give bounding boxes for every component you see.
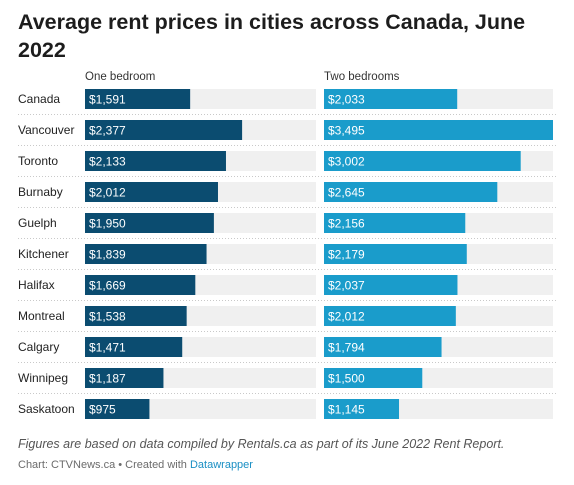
chart-notes: Figures are based on data compiled by Re… xyxy=(18,437,505,451)
category-label: Winnipeg xyxy=(18,371,68,385)
chart-footer: Chart: CTVNews.ca • Created with Datawra… xyxy=(18,459,253,471)
chart-title: Average rent prices in cities across Can… xyxy=(18,10,526,62)
bar xyxy=(324,120,553,140)
category-label: Montreal xyxy=(18,309,65,323)
category-label: Halifax xyxy=(18,278,55,292)
source-text: Chart: CTVNews.ca xyxy=(18,459,116,471)
bar-value-label: $975 xyxy=(89,403,116,417)
category-label: Canada xyxy=(18,92,60,106)
category-label: Burnaby xyxy=(18,185,63,199)
bar-value-label: $2,133 xyxy=(89,155,126,169)
bar-value-label: $2,156 xyxy=(328,217,365,231)
category-label: Saskatoon xyxy=(18,402,75,416)
bar-value-label: $1,471 xyxy=(89,341,126,355)
bar-value-label: $2,033 xyxy=(328,93,365,107)
bar-value-label: $1,500 xyxy=(328,372,365,386)
bar xyxy=(85,306,187,326)
bar-chart: One bedroom Two bedrooms Canada $1,591 $2,03… xyxy=(18,71,556,419)
credit-prefix: • Created with xyxy=(115,459,190,471)
bar xyxy=(324,213,466,233)
category-label: Kitchener xyxy=(18,247,69,261)
bar-value-label: $3,002 xyxy=(328,155,365,169)
bar xyxy=(324,368,423,388)
category-label: Calgary xyxy=(18,340,59,354)
bar-value-label: $1,145 xyxy=(328,403,365,417)
bar-value-label: $2,645 xyxy=(328,186,365,200)
bar xyxy=(324,244,467,264)
bar-value-label: $1,669 xyxy=(89,279,126,293)
bar xyxy=(324,151,521,171)
bar xyxy=(85,89,191,109)
bar xyxy=(85,182,218,202)
bar-value-label: $1,538 xyxy=(89,310,126,324)
bar-value-label: $1,794 xyxy=(328,341,365,355)
bar xyxy=(324,337,442,357)
bar-value-label: $1,839 xyxy=(89,248,126,262)
datawrapper-link[interactable]: Datawrapper xyxy=(189,459,253,471)
bar-value-label: $2,037 xyxy=(328,279,365,293)
bar xyxy=(85,399,150,419)
bar xyxy=(85,244,207,264)
bar-value-label: $2,179 xyxy=(328,248,365,262)
bar-value-label: $1,187 xyxy=(89,372,126,386)
bar xyxy=(85,275,196,295)
bar xyxy=(85,368,164,388)
bar-value-label: $1,950 xyxy=(89,217,126,231)
category-label: Toronto xyxy=(18,154,58,168)
bar xyxy=(324,182,498,202)
bar xyxy=(85,213,214,233)
bar-value-label: $1,591 xyxy=(89,93,126,107)
bar xyxy=(85,151,226,171)
bar-value-label: $2,012 xyxy=(328,310,365,324)
bar xyxy=(85,120,243,140)
category-label: Guelph xyxy=(18,216,57,230)
bar xyxy=(324,89,458,109)
category-label: Vancouver xyxy=(18,123,74,137)
series-header: Two bedrooms xyxy=(324,71,400,83)
bar-value-label: $3,495 xyxy=(328,124,365,138)
bar xyxy=(85,337,183,357)
series-header: One bedroom xyxy=(85,71,155,83)
bar xyxy=(324,275,458,295)
bar xyxy=(324,306,456,326)
bar xyxy=(324,399,400,419)
bar-value-label: $2,012 xyxy=(89,186,126,200)
bar-value-label: $2,377 xyxy=(89,124,126,138)
